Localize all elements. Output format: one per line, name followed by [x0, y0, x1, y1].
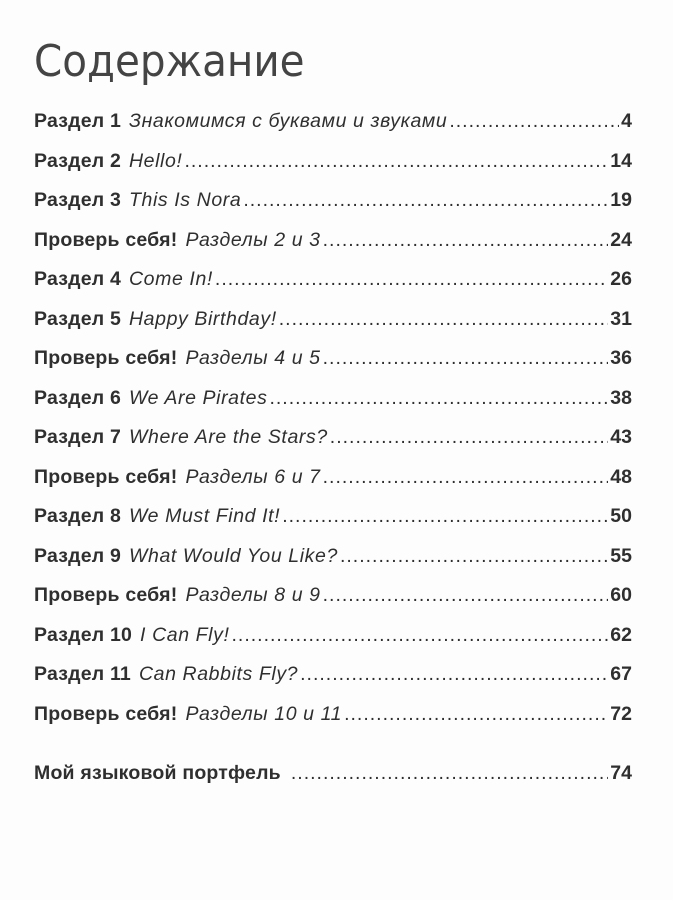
- toc-entry[interactable]: Проверь себя! Разделы 8 и 9 60: [34, 584, 632, 624]
- toc-entry[interactable]: Раздел 3 This Is Nora 19: [34, 189, 632, 229]
- page-number: 67: [610, 663, 632, 685]
- toc-entry[interactable]: Мой языковой портфель 74: [34, 762, 632, 802]
- page-title: Содержание: [34, 36, 305, 87]
- page-number: 55: [610, 544, 632, 567]
- toc-entry[interactable]: Раздел 7 Where Are the Stars? 43: [34, 426, 632, 466]
- entry-label: Проверь себя!: [34, 228, 178, 251]
- toc-entry[interactable]: Проверь себя! Разделы 4 и 5 36: [34, 347, 632, 387]
- entry-label: Раздел 5: [34, 307, 121, 330]
- entry-subtitle: Разделы 2 и 3: [185, 228, 321, 251]
- page-number: 36: [610, 347, 632, 369]
- page-number: 43: [610, 426, 632, 448]
- entry-label: Раздел 11: [34, 663, 131, 685]
- toc-entry[interactable]: Раздел 8 We Must Find It! 50: [34, 505, 632, 545]
- page-number: 4: [621, 110, 632, 132]
- entry-subtitle: Разделы 8 и 9: [185, 584, 321, 606]
- dot-leader: [215, 268, 608, 291]
- entry-label: Проверь себя!: [34, 702, 178, 725]
- toc-entry[interactable]: Раздел 5 Happy Birthday! 31: [34, 308, 632, 348]
- dot-leader: [449, 110, 619, 133]
- toc-entry[interactable]: Раздел 2 Hello! 14: [34, 150, 632, 190]
- dot-leader: [340, 545, 608, 568]
- page-number: 62: [610, 623, 632, 646]
- dot-leader: [323, 584, 609, 607]
- entry-subtitle: Разделы 4 и 5: [185, 347, 321, 369]
- entry-subtitle: I Can Fly!: [140, 623, 230, 646]
- toc-entry[interactable]: Раздел 6 We Are Pirates 38: [34, 387, 632, 427]
- entry-subtitle: Hello!: [129, 149, 183, 172]
- toc-entry[interactable]: Проверь себя! Разделы 2 и 3 24: [34, 229, 632, 269]
- entry-subtitle: We Are Pirates: [129, 386, 268, 409]
- entry-subtitle: Can Rabbits Fly?: [138, 663, 299, 685]
- entry-subtitle: Разделы 10 и 11: [185, 702, 343, 725]
- toc-entry[interactable]: Проверь себя! Разделы 6 и 7 48: [34, 466, 632, 506]
- dot-leader: [291, 762, 608, 785]
- entry-subtitle: This Is Nora: [129, 189, 242, 211]
- entry-label: Раздел 4: [34, 268, 121, 290]
- page-number: 38: [610, 386, 632, 409]
- dot-leader: [231, 624, 608, 647]
- entry-label: Проверь себя!: [34, 347, 178, 369]
- dot-leader: [344, 703, 608, 726]
- toc-entry[interactable]: Раздел 11 Can Rabbits Fly? 67: [34, 663, 632, 703]
- entry-label: Мой языковой портфель: [34, 762, 281, 784]
- dot-leader: [279, 308, 609, 331]
- page-number: 14: [610, 149, 632, 172]
- toc-entry[interactable]: Раздел 4 Come In! 26: [34, 268, 632, 308]
- page-number: 50: [610, 505, 632, 527]
- entry-label: Раздел 1: [34, 110, 121, 132]
- entry-subtitle: What Would You Like?: [129, 544, 338, 567]
- dot-leader: [184, 150, 608, 173]
- entry-subtitle: Знакомимся с буквами и звуками: [129, 110, 448, 132]
- entry-label: Раздел 7: [34, 426, 121, 448]
- dot-leader: [330, 426, 609, 449]
- dot-leader: [300, 663, 608, 686]
- entry-label: Раздел 2: [34, 149, 121, 172]
- entry-label: Раздел 6: [34, 386, 121, 409]
- page-number: 72: [610, 702, 632, 725]
- dot-leader: [243, 189, 608, 212]
- entry-label: Раздел 3: [34, 189, 121, 211]
- toc-entry[interactable]: Проверь себя! Разделы 10 и 11 72: [34, 703, 632, 743]
- page-number: 74: [610, 762, 632, 784]
- toc-entry[interactable]: Раздел 1 Знакомимся с буквами и звуками 4: [34, 110, 632, 150]
- entry-label: Раздел 9: [34, 544, 121, 567]
- entry-label: Проверь себя!: [34, 584, 178, 606]
- dot-leader: [323, 347, 609, 370]
- page-number: 19: [610, 189, 632, 211]
- page-number: 48: [610, 465, 632, 488]
- entry-label: Раздел 10: [34, 623, 133, 646]
- dot-leader: [269, 387, 608, 410]
- dot-leader: [323, 466, 609, 489]
- entry-subtitle: Where Are the Stars?: [129, 426, 328, 448]
- page-number: 31: [610, 307, 632, 330]
- entry-subtitle: We Must Find It!: [129, 505, 281, 527]
- toc-entry[interactable]: Раздел 9 What Would You Like? 55: [34, 545, 632, 585]
- page-number: 26: [610, 268, 632, 290]
- entry-subtitle: Happy Birthday!: [129, 307, 277, 330]
- entry-label: Проверь себя!: [34, 465, 178, 488]
- toc-entry[interactable]: Раздел 10 I Can Fly! 62: [34, 624, 632, 664]
- page-number: 60: [610, 584, 632, 606]
- page-number: 24: [610, 228, 632, 251]
- entry-subtitle: Разделы 6 и 7: [185, 465, 321, 488]
- dot-leader: [323, 229, 609, 252]
- entry-label: Раздел 8: [34, 505, 121, 527]
- entry-subtitle: Come In!: [129, 268, 213, 290]
- dot-leader: [282, 505, 608, 528]
